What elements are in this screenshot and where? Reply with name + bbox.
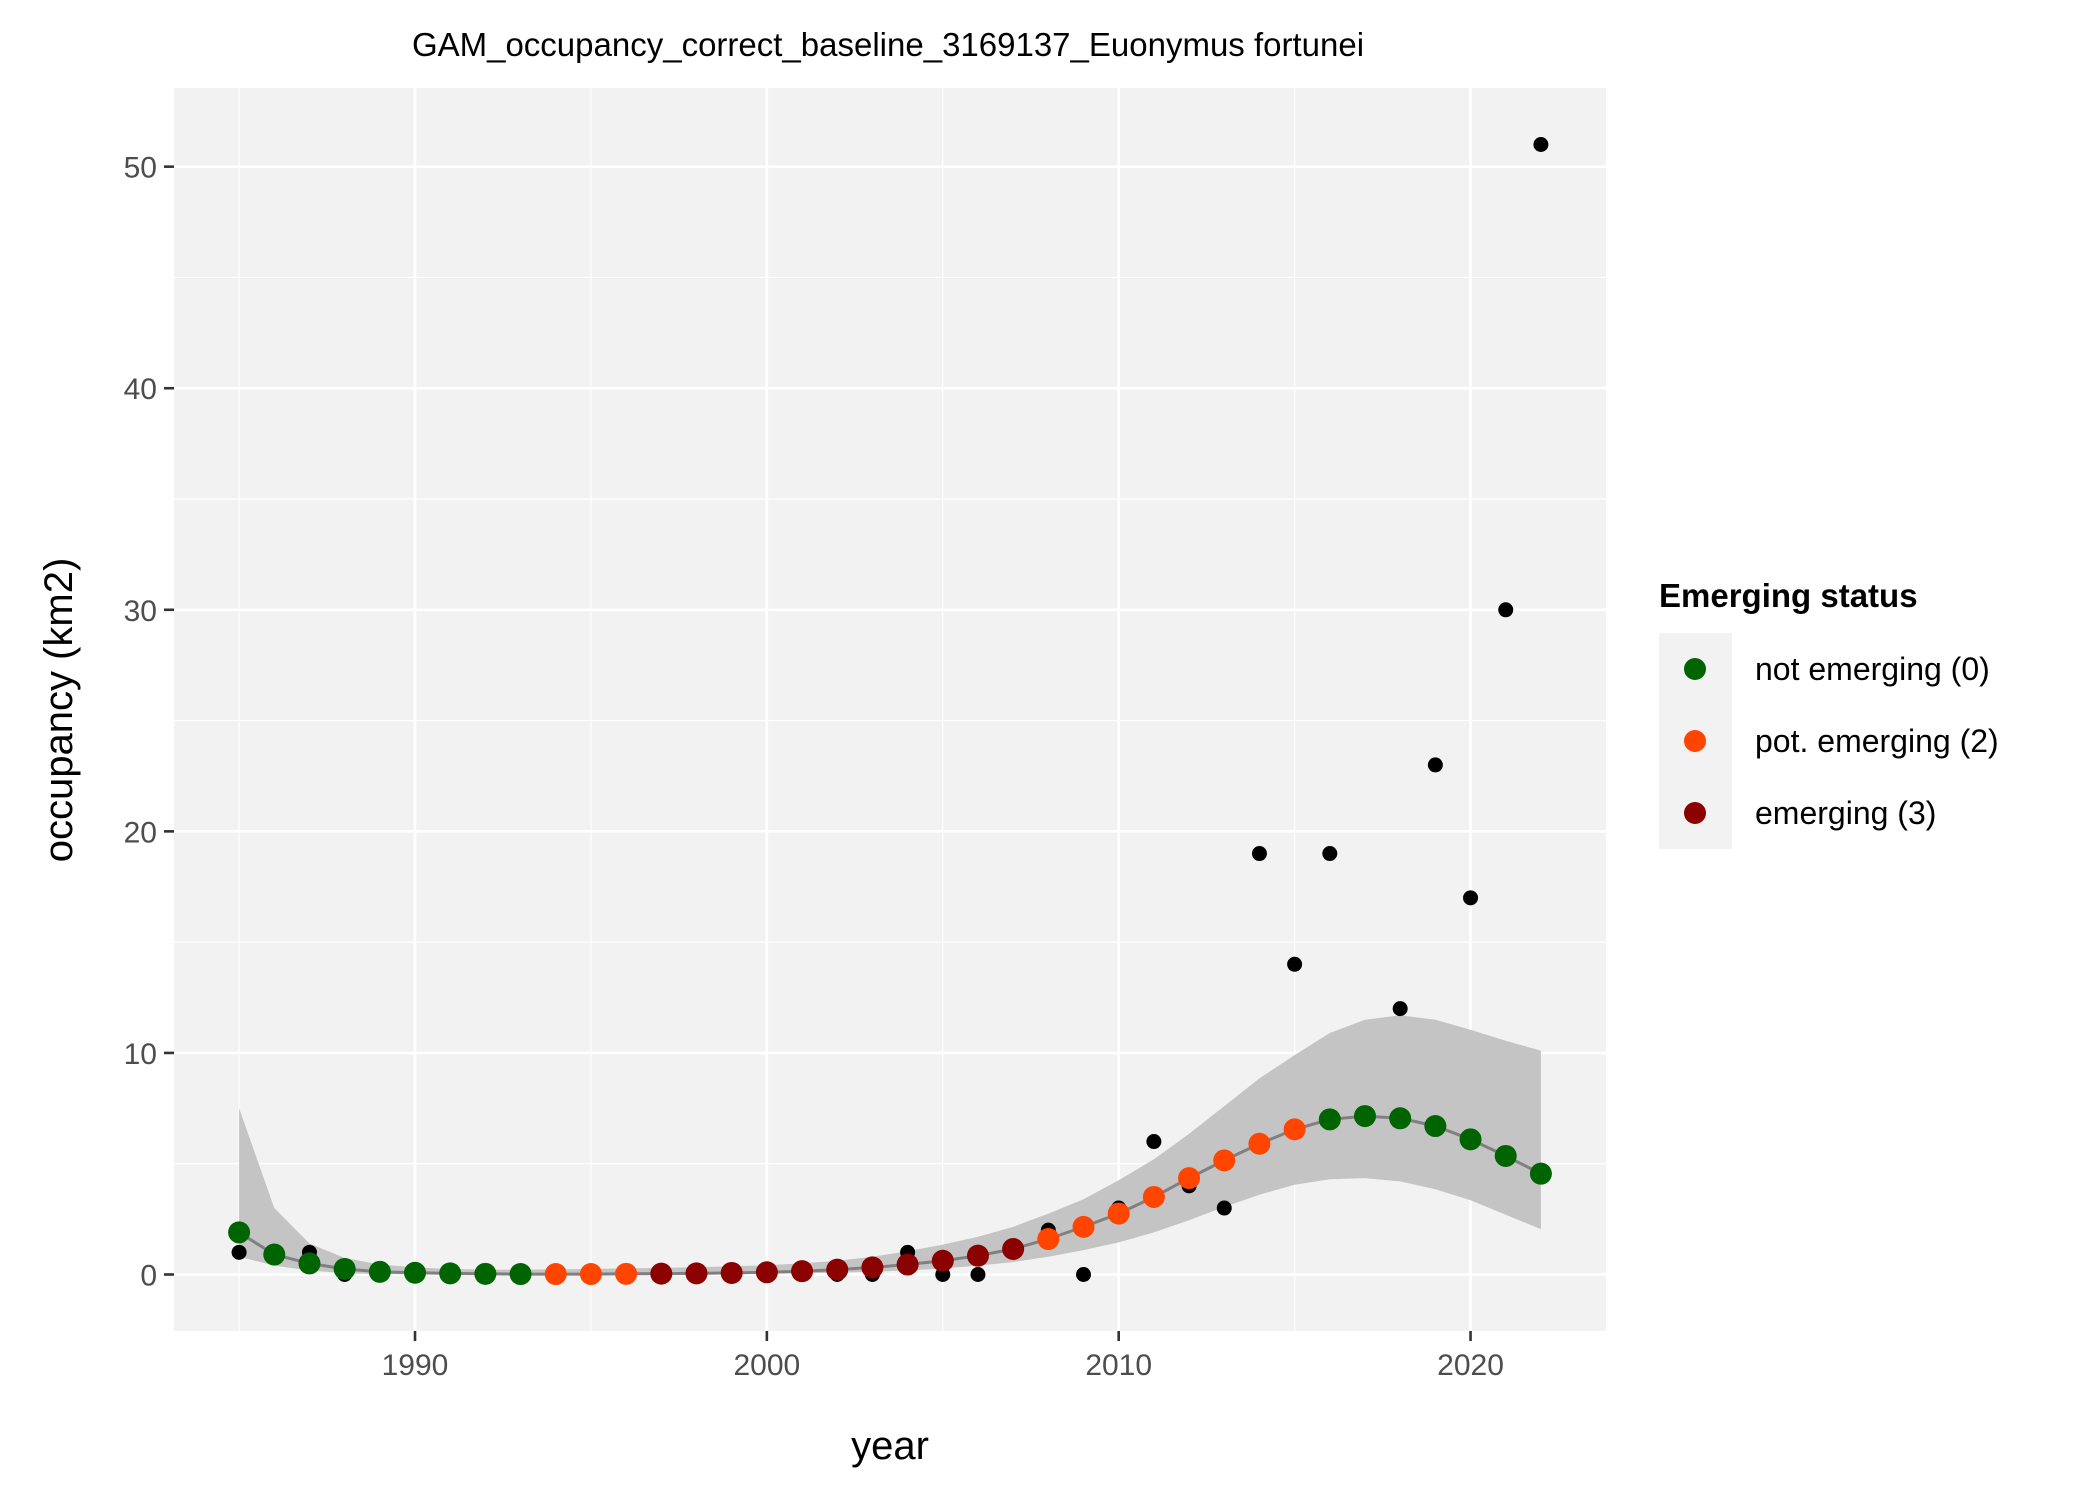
x-tick-label: 1990 (382, 1349, 449, 1382)
fitted-point (263, 1243, 286, 1266)
x-tick-label: 2010 (1085, 1349, 1152, 1382)
fitted-point (1213, 1149, 1236, 1172)
fitted-point (861, 1256, 884, 1279)
observed-point (1498, 602, 1514, 618)
fitted-point (1178, 1167, 1201, 1190)
fitted-point (1037, 1228, 1060, 1251)
legend-key (1684, 802, 1706, 824)
legend-entries: not emerging (0) pot. emerging (2) emergin… (1684, 651, 1999, 831)
observed-point (1146, 1134, 1162, 1150)
fitted-point (966, 1244, 989, 1267)
legend: Emerging status not emerging (0) pot. eme… (1659, 577, 1999, 849)
fitted-point (544, 1263, 567, 1286)
fitted-point (615, 1262, 638, 1285)
legend-title: Emerging status (1659, 577, 1918, 614)
legend-label: pot. emerging (2) (1755, 723, 1999, 759)
fitted-point (931, 1249, 954, 1272)
chart-title: GAM_occupancy_correct_baseline_3169137_E… (412, 26, 1364, 63)
fitted-point (1424, 1115, 1447, 1138)
legend-label: emerging (3) (1755, 795, 1936, 831)
legend-label: not emerging (0) (1755, 651, 1990, 687)
y-axis-label: occupancy (km2) (37, 558, 81, 863)
grid-major (174, 88, 1606, 1331)
fitted-point (1318, 1108, 1341, 1131)
fitted-point (298, 1252, 321, 1275)
fitted-point (509, 1263, 532, 1286)
y-tick-label: 40 (124, 373, 157, 406)
observed-point (1322, 846, 1338, 862)
observed-point (1076, 1267, 1092, 1282)
y-tick-label: 10 (124, 1038, 157, 1071)
observed-point (1533, 137, 1549, 152)
fitted-points (228, 1105, 1552, 1286)
fitted-point (404, 1261, 427, 1284)
fitted-point (1107, 1202, 1130, 1225)
fitted-point (1283, 1118, 1306, 1141)
fitted-point (579, 1263, 602, 1286)
fitted-point (1459, 1128, 1482, 1151)
fitted-point (368, 1260, 391, 1283)
confidence-band (239, 1015, 1541, 1275)
y-tick-label: 50 (124, 152, 157, 185)
x-axis-label: year (851, 1424, 929, 1468)
fitted-point (439, 1262, 462, 1285)
fitted-point (1248, 1132, 1271, 1155)
x-axis: 1990 2000 2010 2020 (382, 1331, 1504, 1382)
fitted-point (1494, 1144, 1517, 1167)
observed-point (1427, 757, 1443, 773)
fitted-point (333, 1257, 356, 1280)
observed-point (970, 1267, 986, 1282)
fitted-point (826, 1258, 849, 1281)
observed-point (1251, 846, 1267, 862)
fitted-point (474, 1262, 497, 1285)
y-tick-label: 0 (140, 1260, 157, 1293)
fitted-point (1142, 1185, 1165, 1208)
fitted-point (228, 1221, 251, 1244)
x-tick-label: 2020 (1437, 1349, 1504, 1382)
fitted-point (791, 1260, 814, 1283)
fitted-point (720, 1261, 743, 1284)
fitted-point (685, 1262, 708, 1285)
fitted-point (1353, 1105, 1376, 1128)
legend-key (1684, 658, 1706, 680)
y-axis: 0 10 20 30 40 50 (124, 152, 174, 1293)
observed-point (1216, 1200, 1232, 1216)
observed-point (231, 1244, 247, 1260)
fitted-point (1389, 1107, 1412, 1130)
fitted-point (1529, 1162, 1552, 1185)
observed-point (1463, 890, 1479, 906)
y-tick-label: 30 (124, 595, 157, 628)
fitted-point (1002, 1238, 1025, 1261)
grid-minor (174, 88, 1606, 1331)
legend-key (1684, 730, 1706, 752)
observed-point (1392, 1001, 1408, 1017)
y-tick-label: 20 (124, 816, 157, 849)
x-tick-label: 2000 (733, 1349, 800, 1382)
observed-point (1287, 956, 1303, 972)
fitted-point (650, 1262, 673, 1285)
fitted-point (896, 1253, 919, 1276)
fitted-point (1072, 1215, 1095, 1238)
fitted-point (755, 1261, 778, 1284)
